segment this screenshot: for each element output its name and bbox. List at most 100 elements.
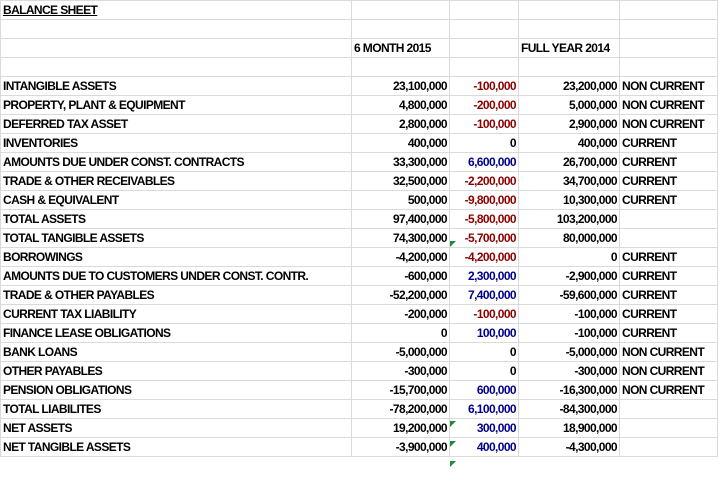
cell <box>619 418 718 438</box>
sheet-row: AMOUNTS DUE UNDER CONST. CONTRACTS 33,300… <box>0 152 718 172</box>
sheet-row: PROPERTY, PLANT & EQUIPMENT 4,800,000 -200… <box>0 95 718 115</box>
class-cell: NON CURRENT <box>619 76 718 96</box>
change-cell: 600,000 <box>449 380 519 400</box>
row-label: OTHER PAYABLES <box>0 361 352 381</box>
row-label: INTANGIBLE ASSETS <box>0 76 352 96</box>
value-cell: 0 <box>518 247 620 267</box>
sheet-row: TOTAL ASSETS 97,400,000 -5,800,000 103,200,… <box>0 209 718 229</box>
value-cell: -15,700,000 <box>351 380 450 400</box>
class-cell: CURRENT <box>619 247 718 267</box>
change-cell: -100,000 <box>449 76 519 96</box>
value-cell: -100,000 <box>518 304 620 324</box>
change-cell: -4,200,000 <box>449 247 519 267</box>
change-cell: -100,000 <box>449 114 519 134</box>
value-cell: 26,700,000 <box>518 152 620 172</box>
class-cell: NON CURRENT <box>619 361 718 381</box>
value-cell: -5,000,000 <box>351 342 450 362</box>
class-cell: CURRENT <box>619 133 718 153</box>
sheet-row: PENSION OBLIGATIONS -15,700,000 600,000 -16… <box>0 380 718 400</box>
row-label: AMOUNTS DUE TO CUSTOMERS UNDER CONST. CO… <box>0 266 352 286</box>
change-cell: -5,800,000 <box>449 209 519 229</box>
value-cell: 32,500,000 <box>351 171 450 191</box>
class-cell: CURRENT <box>619 304 718 324</box>
value-cell: 18,900,000 <box>518 418 620 438</box>
value-cell: 34,700,000 <box>518 171 620 191</box>
sheet-title: BALANCE SHEET <box>0 0 352 20</box>
value-cell: -84,300,000 <box>518 399 620 419</box>
cell <box>0 57 352 77</box>
value-cell: 2,900,000 <box>518 114 620 134</box>
cell <box>619 209 718 229</box>
value-cell: 5,000,000 <box>518 95 620 115</box>
cell <box>449 57 519 77</box>
value-cell: -5,000,000 <box>518 342 620 362</box>
cell <box>619 437 718 457</box>
class-cell: CURRENT <box>619 285 718 305</box>
cell-flag <box>450 421 456 427</box>
value-cell: -300,000 <box>518 361 620 381</box>
cell <box>351 19 450 39</box>
value-cell: -100,000 <box>518 323 620 343</box>
change-cell: -9,800,000 <box>449 190 519 210</box>
row-label: BORROWINGS <box>0 247 352 267</box>
value-cell: 74,300,000 <box>351 228 450 248</box>
class-cell: CURRENT <box>619 323 718 343</box>
column-header: FULL YEAR 2014 <box>518 38 620 58</box>
row-label: TRADE & OTHER PAYABLES <box>0 285 352 305</box>
change-cell: 6,600,000 <box>449 152 519 172</box>
change-cell: 400,000 <box>449 437 519 457</box>
row-label: TRADE & OTHER RECEIVABLES <box>0 171 352 191</box>
change-cell: 0 <box>449 361 519 381</box>
sheet-row: INTANGIBLE ASSETS 23,100,000 -100,000 23,20… <box>0 76 718 96</box>
sheet-row: TRADE & OTHER PAYABLES -52,200,000 7,400,0… <box>0 285 718 305</box>
value-cell: -300,000 <box>351 361 450 381</box>
change-cell: 0 <box>449 342 519 362</box>
sheet-row: NET TANGIBLE ASSETS -3,900,000 400,000 -4,3… <box>0 437 718 457</box>
sheet-row: FINANCE LEASE OBLIGATIONS 0 100,000 -100,00… <box>0 323 718 343</box>
sheet-row: BALANCE SHEET <box>0 0 718 20</box>
change-cell: 300,000 <box>449 418 519 438</box>
value-cell: -59,600,000 <box>518 285 620 305</box>
value-cell: 33,300,000 <box>351 152 450 172</box>
cell <box>518 19 620 39</box>
change-cell: 100,000 <box>449 323 519 343</box>
value-cell: 23,200,000 <box>518 76 620 96</box>
value-cell: 80,000,000 <box>518 228 620 248</box>
column-header: 6 MONTH 2015 <box>351 38 450 58</box>
class-cell: NON CURRENT <box>619 380 718 400</box>
row-label: INVENTORIES <box>0 133 352 153</box>
value-cell: 10,300,000 <box>518 190 620 210</box>
value-cell: 103,200,000 <box>518 209 620 229</box>
value-cell: -52,200,000 <box>351 285 450 305</box>
cell <box>351 57 450 77</box>
sheet-row: BORROWINGS -4,200,000 -4,200,000 0 CURRENT <box>0 247 718 267</box>
cell <box>619 19 718 39</box>
cell-flag <box>450 461 456 467</box>
class-cell: CURRENT <box>619 266 718 286</box>
value-cell: -4,300,000 <box>518 437 620 457</box>
row-label: PROPERTY, PLANT & EQUIPMENT <box>0 95 352 115</box>
row-label: FINANCE LEASE OBLIGATIONS <box>0 323 352 343</box>
sheet-row: TOTAL TANGIBLE ASSETS 74,300,000 -5,700,00… <box>0 228 718 248</box>
sheet-row: 6 MONTH 2015 FULL YEAR 2014 <box>0 38 718 58</box>
value-cell: 500,000 <box>351 190 450 210</box>
cell <box>619 38 718 58</box>
change-cell: 6,100,000 <box>449 399 519 419</box>
class-cell: NON CURRENT <box>619 95 718 115</box>
cell <box>449 19 519 39</box>
sheet-row: NET ASSETS 19,200,000 300,000 18,900,000 <box>0 418 718 438</box>
sheet-row <box>0 57 718 77</box>
cell <box>351 0 450 20</box>
change-cell: 7,400,000 <box>449 285 519 305</box>
value-cell: -4,200,000 <box>351 247 450 267</box>
value-cell: 0 <box>351 323 450 343</box>
value-cell: 400,000 <box>518 133 620 153</box>
change-cell: -5,700,000 <box>449 228 519 248</box>
cell <box>0 19 352 39</box>
value-cell: 97,400,000 <box>351 209 450 229</box>
sheet-row: AMOUNTS DUE TO CUSTOMERS UNDER CONST. CO… <box>0 266 718 286</box>
value-cell: -2,900,000 <box>518 266 620 286</box>
change-cell: -200,000 <box>449 95 519 115</box>
change-cell: -100,000 <box>449 304 519 324</box>
